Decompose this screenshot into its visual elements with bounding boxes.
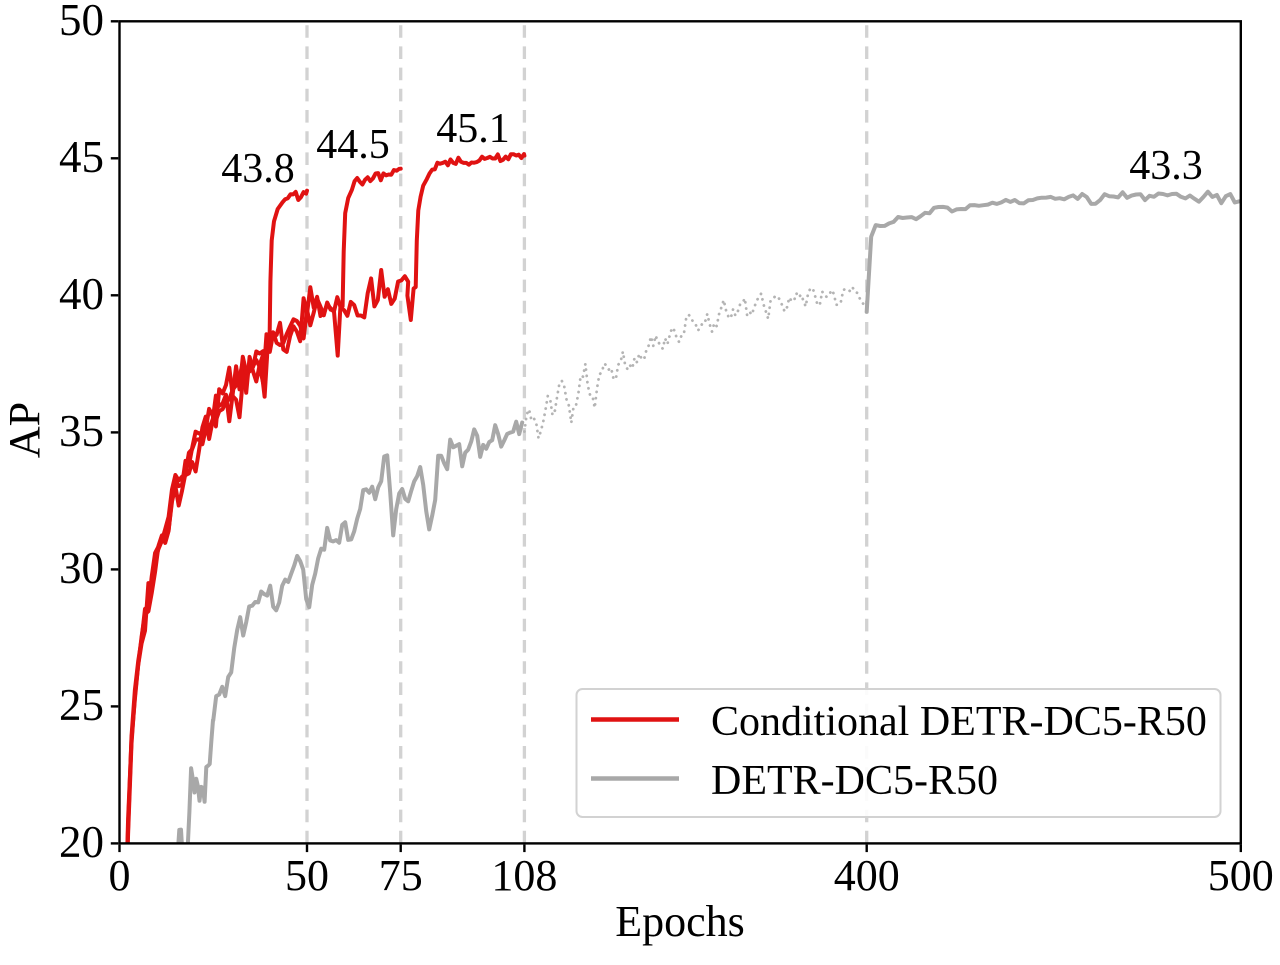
svg-text:400: 400 xyxy=(834,851,900,900)
svg-text:35: 35 xyxy=(59,406,104,456)
svg-text:45: 45 xyxy=(59,132,104,182)
svg-text:30: 30 xyxy=(59,543,104,593)
svg-text:75: 75 xyxy=(379,851,423,900)
svg-text:40: 40 xyxy=(59,269,104,319)
svg-text:Conditional DETR-DC5-R50: Conditional DETR-DC5-R50 xyxy=(711,699,1207,745)
svg-text:43.8: 43.8 xyxy=(221,146,295,192)
svg-text:43.3: 43.3 xyxy=(1129,143,1203,189)
svg-text:108: 108 xyxy=(491,851,557,900)
svg-text:20: 20 xyxy=(59,817,104,867)
svg-text:50: 50 xyxy=(285,851,329,900)
svg-text:DETR-DC5-R50: DETR-DC5-R50 xyxy=(711,758,998,804)
svg-text:500: 500 xyxy=(1208,851,1274,900)
svg-text:44.5: 44.5 xyxy=(316,122,390,168)
svg-text:0: 0 xyxy=(109,851,131,900)
svg-text:AP: AP xyxy=(0,402,49,458)
svg-text:Epochs: Epochs xyxy=(615,897,745,946)
svg-text:45.1: 45.1 xyxy=(436,106,510,152)
svg-text:25: 25 xyxy=(59,680,104,730)
svg-text:50: 50 xyxy=(59,0,104,45)
